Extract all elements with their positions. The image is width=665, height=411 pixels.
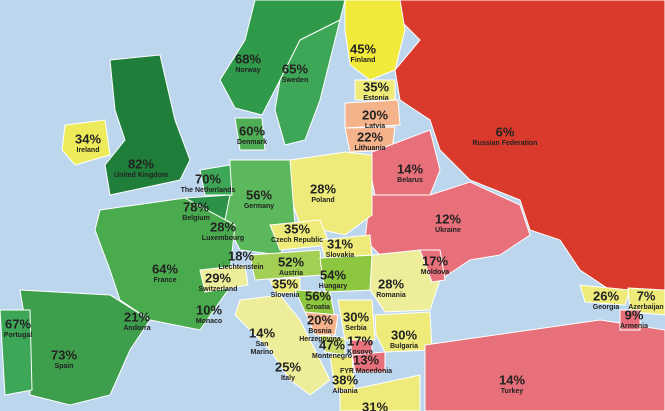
country-percentage: 35% — [363, 79, 389, 94]
country-percentage: 28% — [210, 219, 236, 234]
country-name: Finland — [351, 57, 376, 64]
country-percentage: 28% — [378, 276, 404, 291]
country-name: Germany — [244, 203, 274, 210]
country-name: Luxembourg — [202, 235, 244, 242]
country-percentage: 67% — [5, 316, 31, 331]
country-name: Albania — [332, 388, 357, 395]
country-percentage: 6% — [496, 124, 515, 139]
country-name: Croatia — [306, 304, 330, 311]
country-percentage: 52% — [278, 254, 304, 269]
country-name: Armenia — [620, 323, 648, 330]
country-name: Marino — [251, 349, 274, 356]
country-name: Italy — [281, 375, 295, 382]
country-percentage: 54% — [320, 267, 346, 282]
country-name: Czech Republic — [271, 237, 323, 244]
country-name: Belarus — [397, 177, 423, 184]
country-name: Switzerland — [199, 286, 238, 293]
country-name: Denmark — [237, 139, 267, 146]
country-name: Sweden — [282, 77, 308, 84]
country-percentage: 12% — [435, 211, 461, 226]
country-percentage: 56% — [246, 187, 272, 202]
country-percentage: 10% — [196, 302, 222, 317]
country-name: Romania — [376, 292, 406, 299]
country-name: Portugal — [4, 332, 32, 339]
country-percentage: 73% — [51, 347, 77, 362]
country-percentage: 17% — [422, 253, 448, 268]
country-percentage: 21% — [124, 309, 150, 324]
country-percentage: 82% — [128, 156, 154, 171]
country-name: Herzegovina — [299, 336, 341, 343]
country-name: Andorra — [123, 325, 150, 332]
country-percentage: 64% — [152, 261, 178, 276]
country-percentage: 28% — [310, 181, 336, 196]
country-percentage: 35% — [272, 276, 298, 291]
country-percentage: 30% — [343, 309, 369, 324]
country-name: France — [154, 277, 177, 284]
country-percentage: 14% — [249, 325, 275, 340]
country-percentage: 78% — [183, 199, 209, 214]
country-name: Ukraine — [435, 227, 461, 234]
country-percentage: 13% — [353, 352, 379, 367]
country-percentage: 70% — [195, 171, 221, 186]
country-name: Austria — [279, 270, 303, 277]
country-percentage: 7% — [637, 288, 656, 303]
country-percentage: 31% — [362, 399, 388, 411]
country-name: Spain — [54, 363, 73, 370]
country-percentage: 25% — [275, 359, 301, 374]
country-percentage: 30% — [391, 327, 417, 342]
country-name: Liechtenstein — [218, 264, 263, 271]
country-percentage: 65% — [282, 61, 308, 76]
country-name: San — [256, 341, 269, 348]
country-name: United Kingdom — [114, 172, 168, 179]
country-percentage: 26% — [593, 288, 619, 303]
country-percentage: 38% — [332, 372, 358, 387]
country-percentage: 20% — [307, 312, 333, 327]
country-name: FYR Macedonia — [340, 368, 392, 375]
country-name: Poland — [311, 197, 334, 204]
country-percentage: 34% — [75, 131, 101, 146]
country-percentage: 68% — [235, 51, 261, 66]
country-percentage: 31% — [327, 236, 353, 251]
country-percentage: 35% — [284, 221, 310, 236]
country-name: Belgium — [182, 215, 210, 222]
country-name: Estonia — [363, 95, 388, 102]
country-name: Hungary — [319, 283, 348, 290]
country-percentage: 60% — [239, 123, 265, 138]
country-percentage: 47% — [319, 337, 345, 352]
country-name: Montenegro — [312, 353, 352, 360]
country-percentage: 29% — [205, 270, 231, 285]
country-name: Lithuania — [354, 145, 385, 152]
country-name: Serbia — [345, 325, 367, 332]
country-name: Monaco — [196, 318, 222, 325]
country-percentage: 45% — [350, 41, 376, 56]
country-name: Russian Federation — [473, 140, 538, 147]
country-name: Kosovo — [347, 349, 373, 356]
country-percentage: 17% — [347, 333, 373, 348]
country-name: The Netherlands — [181, 187, 236, 194]
country-percentage: 9% — [625, 307, 644, 322]
country-name: Slovakia — [326, 252, 355, 259]
country-name: Norway — [235, 67, 260, 74]
country-percentage: 22% — [357, 129, 383, 144]
country-name: Moldova — [421, 269, 449, 276]
country-name: Turkey — [501, 388, 524, 395]
country-name: Latvia — [365, 123, 385, 130]
country-percentage: 20% — [362, 107, 388, 122]
country-percentage: 14% — [397, 161, 423, 176]
country-name: Georgia — [593, 304, 620, 311]
country-name: Ireland — [77, 147, 100, 154]
country-name: Azerbaijan — [628, 304, 663, 311]
country-name: Bosnia — [308, 328, 331, 335]
country-percentage: 56% — [305, 288, 331, 303]
country-percentage: 14% — [499, 372, 525, 387]
country-percentage: 18% — [228, 248, 254, 263]
country-name: Slovenia — [271, 292, 300, 299]
country-name: Bulgaria — [390, 343, 418, 350]
